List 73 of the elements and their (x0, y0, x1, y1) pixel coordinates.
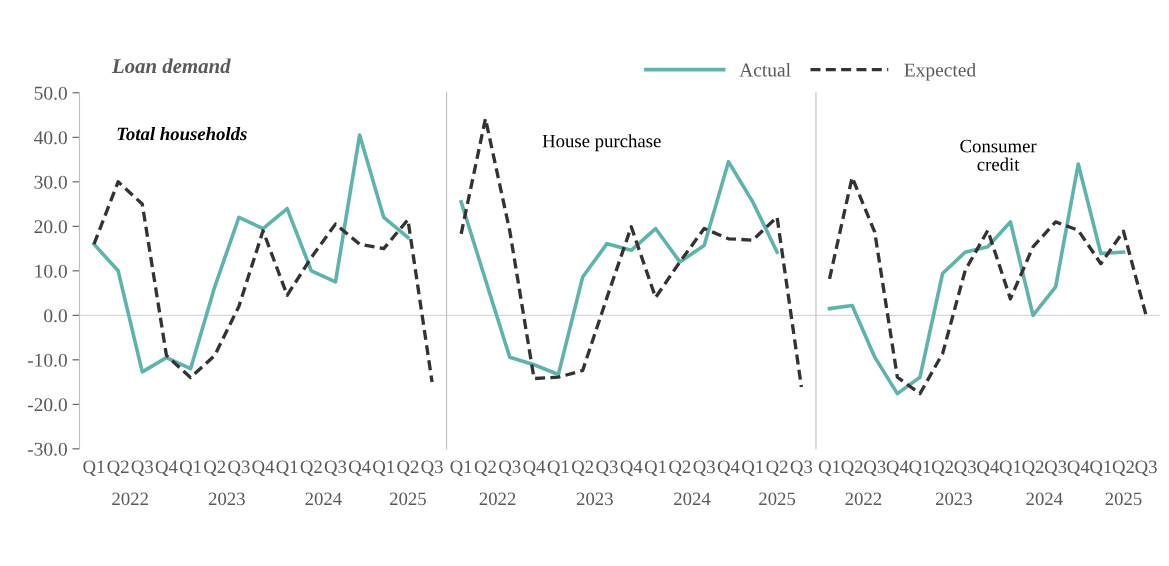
x-tick-label: Q3 (499, 460, 521, 476)
x-tick-label: Q1 (644, 460, 666, 476)
x-tick-label: Q2 (1112, 460, 1134, 476)
x-tick-label: Q1 (276, 460, 298, 476)
text: 2025 (389, 492, 426, 506)
text: 2024 (674, 492, 711, 506)
y-tick-label: -30.0 (27, 442, 67, 456)
line-series (92, 180, 434, 384)
legend-label: Actual (739, 62, 791, 77)
text: 2023 (576, 492, 613, 506)
y-tick-label: 0.0 (44, 309, 67, 323)
x-tick-label: Q3 (790, 460, 813, 476)
text: Total households (117, 127, 247, 141)
x-tick-label: Q2 (397, 460, 419, 476)
x-tick-label: Q1 (373, 460, 395, 476)
x-tick-label: Q2 (931, 460, 954, 476)
x-tick-label: Q3 (1135, 460, 1157, 476)
text: 2022 (845, 492, 882, 506)
x-tick-label: Q2 (571, 460, 594, 476)
legend-label: Expected (904, 62, 976, 81)
text: 2025 (1105, 492, 1142, 506)
x-tick-label: Q2 (300, 460, 322, 476)
y-tick-label: 30.0 (34, 175, 67, 189)
text: House purchase (542, 134, 661, 152)
x-tick-label: Q2 (1022, 460, 1044, 476)
x-tick-label: Q1 (547, 460, 569, 476)
x-tick-label: Q4 (252, 460, 275, 476)
x-tick-label: Q2 (841, 460, 863, 476)
x-tick-label: Q3 (954, 460, 976, 476)
x-tick-label: Q3 (693, 460, 715, 476)
text: 2023 (208, 492, 245, 506)
x-tick-label: Q2 (107, 460, 129, 476)
x-tick-label: Q1 (179, 460, 201, 476)
x-tick-label: Q2 (766, 460, 788, 476)
x-tick-label: Q1 (742, 460, 764, 476)
x-tick-label: Q4 (977, 460, 999, 476)
chart-title: Loan demand (111, 58, 231, 74)
x-tick-label: Q2 (474, 460, 496, 476)
x-tick-label: Q2 (204, 460, 226, 476)
x-tick-label: Q3 (596, 460, 618, 476)
x-tick-label: Q4 (886, 460, 909, 476)
text: 2025 (759, 492, 796, 506)
x-tick-label: Q4 (717, 460, 740, 476)
y-tick-label: 20.0 (34, 220, 67, 234)
text: 2024 (1026, 492, 1063, 506)
text: 2024 (305, 492, 342, 506)
x-tick-label: Q1 (83, 460, 105, 476)
x-tick-label: Q1 (1090, 460, 1112, 476)
y-tick-label: 10.0 (35, 264, 67, 278)
x-tick-label: Q4 (523, 460, 546, 476)
x-tick-label: Q3 (324, 460, 347, 476)
y-tick-label: 50.0 (34, 86, 67, 100)
x-tick-label: Q1 (818, 460, 840, 476)
x-tick-label: Q1 (450, 460, 472, 476)
x-tick-label: Q3 (1044, 460, 1067, 476)
y-tick-label: -20.0 (27, 398, 67, 412)
x-tick-label: Q3 (864, 460, 886, 476)
x-tick-label: Q3 (131, 460, 153, 476)
text: Consumer credit (960, 139, 1037, 171)
x-tick-label: Q1 (999, 460, 1021, 476)
x-tick-label: Q4 (348, 460, 371, 476)
x-tick-label: Q1 (909, 460, 931, 476)
text: 2022 (112, 492, 148, 506)
y-tick-label: -10.0 (27, 353, 67, 367)
x-tick-label: Q4 (155, 460, 178, 476)
x-tick-label: Q3 (421, 460, 443, 476)
text: 2023 (935, 492, 972, 506)
x-tick-label: Q2 (669, 460, 691, 476)
x-tick-label: Q3 (228, 460, 250, 476)
x-tick-label: Q4 (1067, 460, 1090, 476)
text: 2022 (479, 492, 516, 506)
x-tick-label: Q4 (620, 460, 643, 476)
y-tick-label: 40.0 (34, 131, 67, 145)
